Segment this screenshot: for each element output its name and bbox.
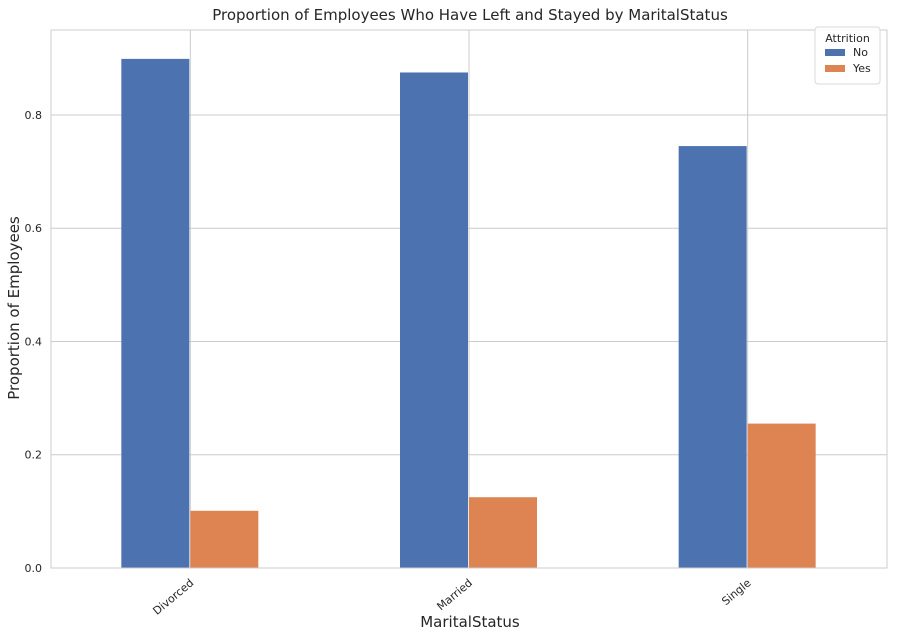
x-axis-title: MaritalStatus — [420, 613, 520, 631]
bars — [121, 58, 816, 569]
y-tick-label: 0.6 — [25, 222, 43, 235]
x-tick-label: Divorced — [150, 576, 196, 617]
legend-label-yes: Yes — [852, 62, 871, 75]
plot-frame — [50, 29, 888, 569]
chart-title: Proportion of Employees Who Have Left an… — [212, 6, 728, 24]
x-tick-label: Married — [434, 576, 474, 613]
grid-lines — [51, 30, 887, 569]
y-tick-label: 0.4 — [25, 335, 43, 348]
bar-no-single — [678, 146, 747, 569]
legend-label-no: No — [853, 46, 868, 59]
y-axis-title: Proportion of Employees — [5, 216, 23, 400]
y-tick-label: 0.8 — [25, 109, 43, 122]
legend-swatch-yes — [825, 65, 845, 72]
legend-swatch-no — [825, 49, 845, 56]
y-axis-ticks: 0.0 0.2 0.4 0.6 0.8 — [25, 109, 43, 575]
bar-yes-married — [469, 497, 537, 568]
x-tick-label: Single — [719, 576, 753, 608]
y-tick-label: 0.2 — [25, 449, 43, 462]
y-tick-label: 0.0 — [25, 562, 43, 575]
bar-yes-divorced — [190, 510, 259, 568]
x-axis-ticks: Divorced Married Single — [150, 576, 753, 618]
legend-title: Attrition — [825, 32, 870, 45]
bar-no-married — [400, 72, 468, 568]
bar-no-divorced — [121, 58, 190, 568]
bar-yes-single — [747, 423, 816, 568]
